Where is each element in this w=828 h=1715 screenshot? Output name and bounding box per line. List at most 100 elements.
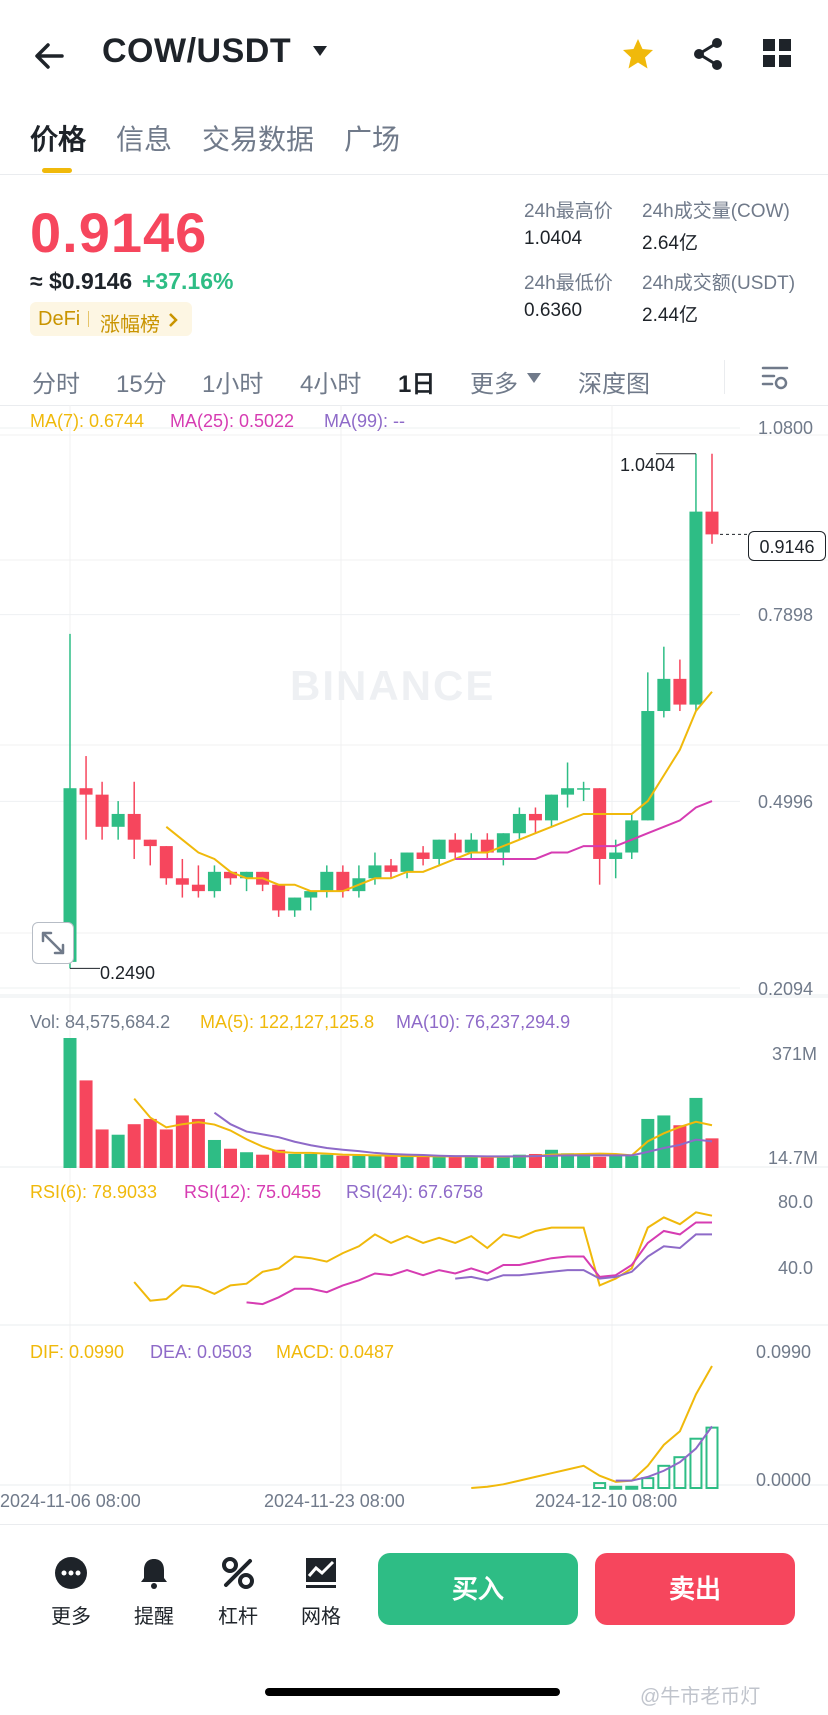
candle-body <box>561 788 575 795</box>
ma25-line <box>455 800 713 860</box>
rsi12-line <box>246 1221 712 1306</box>
period-time[interactable]: 分时 <box>32 371 80 398</box>
candle-body <box>400 852 414 872</box>
chevron-right-icon <box>169 313 178 327</box>
period-1h[interactable]: 1小时 <box>202 371 264 398</box>
volume-bar <box>416 1156 430 1168</box>
period-15m[interactable]: 15分 <box>116 371 167 398</box>
volume-bar <box>689 1097 703 1168</box>
candle-body <box>304 891 318 898</box>
period-more[interactable]: 更多 <box>470 371 518 398</box>
tab-square[interactable]: 广场 <box>344 124 401 155</box>
last-price: 0.9146 <box>30 201 208 264</box>
star-icon[interactable] <box>620 36 656 72</box>
candle-body <box>127 813 141 840</box>
buy-button[interactable]: 买入 <box>378 1553 578 1625</box>
rsi6-readout: RSI(6): 78.9033 <box>30 1182 158 1202</box>
grid-label[interactable]: 网格 <box>301 1606 341 1628</box>
macd-bar <box>593 1482 607 1489</box>
more-label[interactable]: 更多 <box>51 1606 91 1628</box>
active-tab-indicator <box>42 168 72 173</box>
candle-body <box>448 839 462 853</box>
tab-info[interactable]: 信息 <box>116 124 173 155</box>
candle-body <box>207 871 221 892</box>
tab-trading-data[interactable]: 交易数据 <box>202 124 315 155</box>
candle-body <box>689 511 703 705</box>
period-4h[interactable]: 4小时 <box>300 371 362 398</box>
leverage-label[interactable]: 杠杆 <box>218 1606 258 1628</box>
candle-body <box>224 871 237 879</box>
more-dots-icon[interactable] <box>54 1556 88 1590</box>
volume-value: 2.64亿 <box>642 233 698 254</box>
candle-body <box>191 884 205 892</box>
macd-bar <box>625 1485 639 1490</box>
candle-body <box>159 846 173 879</box>
candle-body <box>336 871 350 892</box>
expand-chart-button[interactable] <box>32 922 74 964</box>
expand-icon <box>41 931 65 955</box>
macd-bar <box>705 1426 719 1489</box>
grid-bot-icon[interactable] <box>304 1556 338 1590</box>
macd-bar <box>657 1464 671 1490</box>
volume-bar <box>545 1149 558 1168</box>
rsi-tick-40: 40.0 <box>778 1258 814 1278</box>
volume-bar <box>175 1115 189 1168</box>
volume-bar <box>63 1038 77 1168</box>
date-label-2: 2024-11-23 08:00 <box>264 1491 405 1511</box>
tab-price[interactable]: 价格 <box>30 124 87 155</box>
share-icon[interactable] <box>690 36 726 72</box>
vol-ma5-readout: MA(5): 122,127,125.8 <box>200 1012 375 1032</box>
sell-button[interactable]: 卖出 <box>595 1553 795 1625</box>
arrow-left-icon[interactable] <box>30 36 70 76</box>
chart-settings-icon[interactable] <box>760 362 790 392</box>
period-divider-line <box>0 405 828 406</box>
volume-bar <box>191 1118 205 1168</box>
candle-body <box>272 884 286 911</box>
rsi6-line <box>133 1211 713 1302</box>
volume-bar <box>432 1156 446 1168</box>
date-label-3: 2024-12-10 08:00 <box>535 1491 678 1511</box>
candle-body <box>240 871 254 879</box>
volume-bar <box>673 1125 687 1168</box>
grid-icon[interactable] <box>762 38 792 68</box>
candle-body <box>95 794 109 827</box>
tabs-divider <box>0 174 828 175</box>
macd-bar <box>689 1437 703 1489</box>
macd-tick-top: 0.0990 <box>756 1342 812 1362</box>
category-tag[interactable] <box>30 302 192 336</box>
low-value: 0.6360 <box>524 300 583 321</box>
volume-bar <box>561 1153 575 1168</box>
candle-body <box>528 813 542 821</box>
macd-bar <box>641 1477 655 1489</box>
volume-bar <box>368 1155 382 1168</box>
volume-bar <box>111 1134 125 1168</box>
caret-down-icon[interactable] <box>312 44 328 58</box>
volume-label: 24h成交量(COW) <box>642 201 790 222</box>
period-depth[interactable]: 深度图 <box>578 371 650 398</box>
candle-body <box>641 711 655 821</box>
alert-label[interactable]: 提醒 <box>134 1606 174 1628</box>
tag-category: DeFi <box>38 308 81 330</box>
high-marker-label: 1.0404 <box>620 455 676 475</box>
vol-ma5-line <box>133 1097 713 1158</box>
rsi24-readout: RSI(24): 67.6758 <box>346 1182 484 1202</box>
period-1d[interactable]: 1日 <box>398 371 436 398</box>
period-divider <box>724 360 725 394</box>
price-tick-2: 0.7898 <box>758 605 814 625</box>
pair-title[interactable]: COW/USDT <box>102 32 292 70</box>
candle-body <box>79 788 93 795</box>
price-change-percent: +37.16% <box>142 268 234 294</box>
binance-watermark: BINANCE <box>290 662 496 709</box>
bell-icon[interactable] <box>137 1556 171 1590</box>
percent-icon[interactable] <box>221 1556 255 1590</box>
volume-bar <box>336 1155 350 1168</box>
volume-bar <box>657 1115 671 1168</box>
volume-bar <box>224 1148 237 1168</box>
candle-body <box>673 678 687 705</box>
macd-bar <box>673 1456 687 1489</box>
volume-bar <box>159 1129 173 1168</box>
tag-rank[interactable]: 涨幅榜 <box>100 314 160 336</box>
kline-chart[interactable] <box>0 405 828 1515</box>
candle-body <box>464 839 478 853</box>
volume-bar <box>256 1154 270 1168</box>
